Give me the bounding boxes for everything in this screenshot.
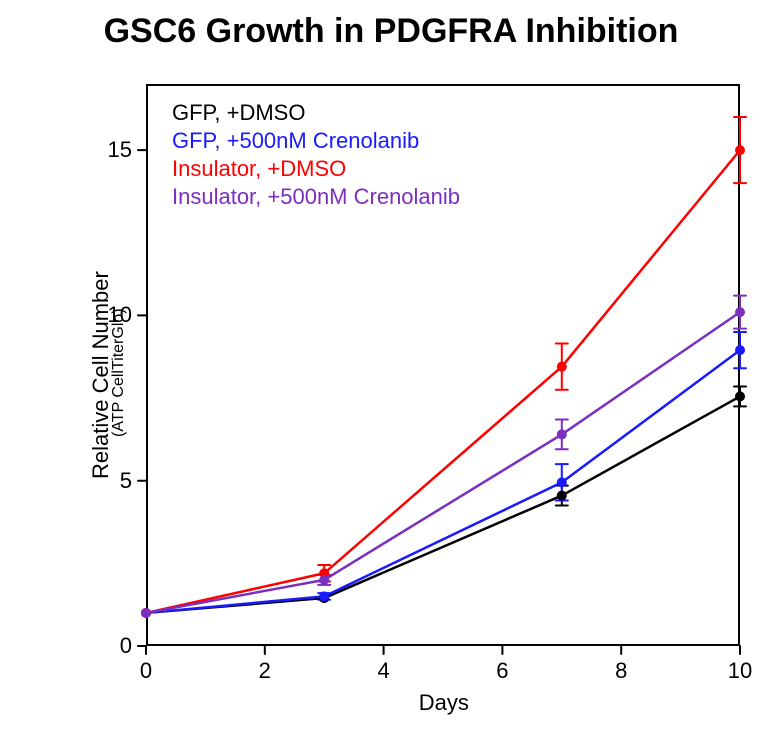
series-line-ins_dmso xyxy=(146,150,740,613)
y-tick-label: 10 xyxy=(108,302,132,328)
legend-item-ins_creno: Insulator, +500nM Crenolanib xyxy=(172,184,460,210)
x-tick-label: 6 xyxy=(482,658,522,684)
series-marker-gfp_dmso xyxy=(735,391,745,401)
series-line-gfp_dmso xyxy=(146,396,740,613)
x-tick-label: 4 xyxy=(364,658,404,684)
legend-item-ins_dmso: Insulator, +DMSO xyxy=(172,156,346,182)
legend-item-gfp_dmso: GFP, +DMSO xyxy=(172,100,305,126)
series-marker-ins_creno xyxy=(735,307,745,317)
series-marker-ins_creno xyxy=(141,608,151,618)
x-axis-label: Days xyxy=(419,690,469,716)
y-tick-label: 15 xyxy=(108,137,132,163)
x-tick-label: 0 xyxy=(126,658,166,684)
series-marker-ins_dmso xyxy=(735,145,745,155)
series-line-ins_creno xyxy=(146,312,740,613)
legend-item-gfp_creno: GFP, +500nM Crenolanib xyxy=(172,128,419,154)
x-tick-label: 8 xyxy=(601,658,641,684)
series-marker-gfp_dmso xyxy=(557,491,567,501)
series-line-gfp_creno xyxy=(146,350,740,613)
series-marker-gfp_creno xyxy=(557,477,567,487)
series-marker-ins_creno xyxy=(557,429,567,439)
series-marker-ins_creno xyxy=(319,575,329,585)
y-tick-label: 5 xyxy=(120,468,132,494)
series-marker-gfp_creno xyxy=(319,591,329,601)
series-marker-gfp_creno xyxy=(735,345,745,355)
series-marker-ins_dmso xyxy=(557,362,567,372)
y-tick-label: 0 xyxy=(120,633,132,659)
x-tick-label: 10 xyxy=(720,658,760,684)
x-tick-label: 2 xyxy=(245,658,285,684)
